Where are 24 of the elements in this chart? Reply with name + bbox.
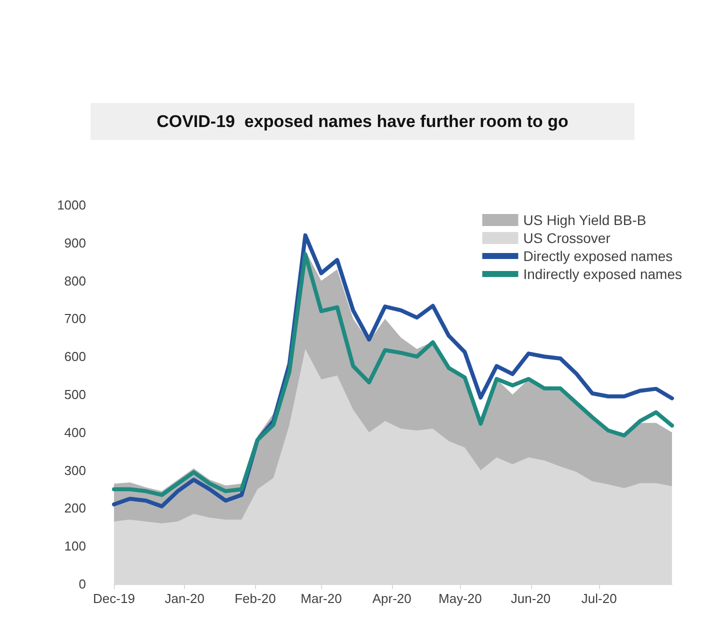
legend-label: US Crossover [523, 230, 611, 246]
x-tick-label: Jan-20 [164, 591, 204, 606]
x-tick-label: Mar-20 [300, 591, 342, 606]
x-tick-label: Jun-20 [510, 591, 551, 606]
y-tick-label: 0 [78, 576, 86, 592]
legend-label: Directly exposed names [523, 248, 673, 264]
y-tick-label: 700 [64, 311, 86, 326]
x-tick-label: Jul-20 [581, 591, 617, 606]
y-tick-label: 200 [64, 500, 86, 516]
x-tick-label: May-20 [438, 591, 482, 606]
y-tick-label: 900 [64, 235, 86, 250]
y-tick-label: 500 [64, 387, 86, 402]
y-tick-label: 1000 [57, 198, 86, 212]
y-tick-label: 400 [64, 424, 86, 440]
y-tick-label: 800 [64, 273, 86, 288]
x-tick-label: Feb-20 [234, 591, 276, 606]
legend-label: Indirectly exposed names [523, 266, 682, 282]
y-tick-label: 100 [64, 538, 86, 554]
chart-title: COVID-19 exposed names have further room to go [156, 112, 568, 131]
x-tick-label: Dec-19 [93, 591, 135, 606]
y-tick-label: 300 [64, 462, 86, 478]
x-tick-label: Apr-20 [372, 591, 412, 606]
y-tick-label: 600 [64, 349, 86, 364]
legend-label: US High Yield BB-B [523, 212, 646, 228]
